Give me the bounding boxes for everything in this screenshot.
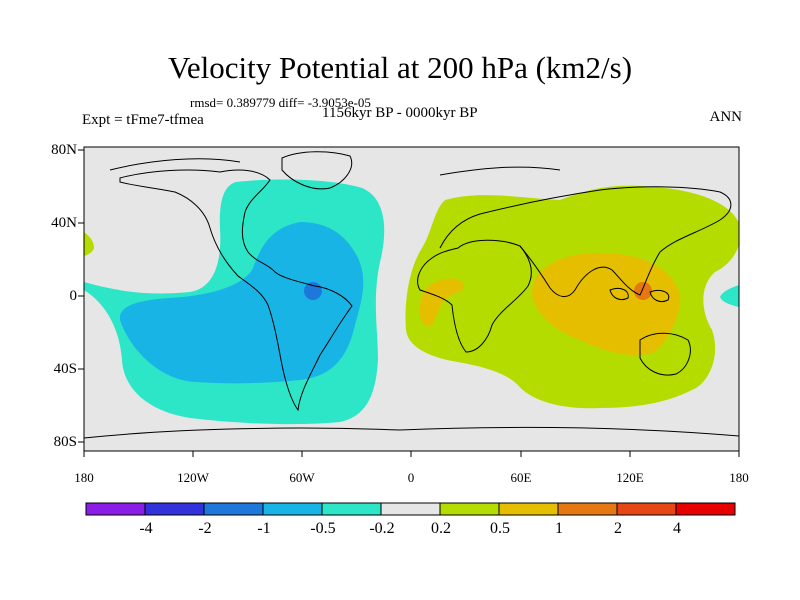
colorbar-box bbox=[498, 502, 559, 516]
lat-ticks bbox=[78, 149, 84, 443]
colorbar-label: 4 bbox=[673, 520, 681, 537]
colorbar-box bbox=[203, 502, 264, 516]
lon-label-60e: 60E bbox=[510, 470, 532, 485]
colorbar-box bbox=[262, 502, 323, 516]
lon-label-60w: 60W bbox=[289, 470, 315, 485]
coastlines bbox=[84, 151, 739, 439]
lon-label-120w: 120W bbox=[177, 470, 209, 485]
lat-label-40n: 40N bbox=[51, 215, 77, 231]
colorbar-box bbox=[380, 502, 441, 516]
colorbar-box bbox=[557, 502, 618, 516]
colorbar-box bbox=[675, 502, 736, 516]
chart-title: Velocity Potential at 200 hPa (km2/s) bbox=[167, 50, 633, 85]
colorbar-label: 0.5 bbox=[490, 520, 510, 537]
colorbar-box bbox=[439, 502, 500, 516]
lon-ticks bbox=[83, 451, 740, 457]
colorbar-label: -2 bbox=[198, 520, 212, 537]
experiment-label: Expt = tFme7-tfmea bbox=[82, 112, 204, 128]
colorbar-box bbox=[144, 502, 205, 516]
colorbar-label: 1 bbox=[555, 520, 563, 537]
stats-text: rmsd= 0.389779 diff= -3.9053e-05 bbox=[190, 95, 371, 110]
colorbar-label: -4 bbox=[139, 520, 153, 537]
lon-label-180w: 180 bbox=[74, 470, 94, 485]
lat-label-80n: 80N bbox=[51, 142, 77, 158]
colorbar-label: 0.2 bbox=[431, 520, 451, 537]
colorbar bbox=[85, 502, 736, 516]
lat-label-0: 0 bbox=[69, 288, 78, 304]
colorbar-label: -0.2 bbox=[369, 520, 395, 537]
lon-label-0: 0 bbox=[407, 470, 415, 485]
negative-region-inner bbox=[119, 222, 364, 384]
positive-region-west-edge bbox=[84, 232, 94, 256]
colorbar-label: 2 bbox=[614, 520, 622, 537]
lon-label-180e: 180 bbox=[729, 470, 749, 485]
negative-core bbox=[304, 282, 322, 300]
positive-region-east-edge bbox=[720, 285, 739, 307]
lat-label-80s: 80S bbox=[53, 434, 77, 450]
colorbar-label: -0.5 bbox=[310, 520, 336, 537]
positive-core-africa bbox=[419, 278, 465, 327]
map-area bbox=[84, 147, 739, 451]
lon-label-120e: 120E bbox=[616, 470, 644, 485]
positive-peak bbox=[634, 282, 652, 300]
colorbar-box bbox=[321, 502, 382, 516]
positive-core-indopacific bbox=[532, 252, 680, 355]
season-label: ANN bbox=[709, 109, 743, 125]
colorbar-label: -1 bbox=[257, 520, 271, 537]
colorbar-box bbox=[616, 502, 677, 516]
period-label: 1156kyr BP - 0000kyr BP bbox=[322, 105, 478, 121]
lat-label-40s: 40S bbox=[53, 361, 77, 377]
colorbar-box bbox=[85, 502, 146, 516]
